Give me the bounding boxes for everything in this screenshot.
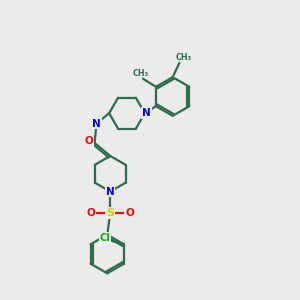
Text: S: S — [106, 208, 114, 218]
Text: O: O — [87, 208, 95, 218]
Text: O: O — [84, 136, 93, 146]
Text: O: O — [125, 208, 134, 218]
Text: CH₃: CH₃ — [133, 69, 149, 78]
Text: CH₃: CH₃ — [176, 53, 192, 62]
Text: N: N — [106, 187, 115, 196]
Text: N: N — [142, 108, 151, 118]
Text: N: N — [92, 118, 101, 129]
Text: Cl: Cl — [99, 233, 110, 243]
